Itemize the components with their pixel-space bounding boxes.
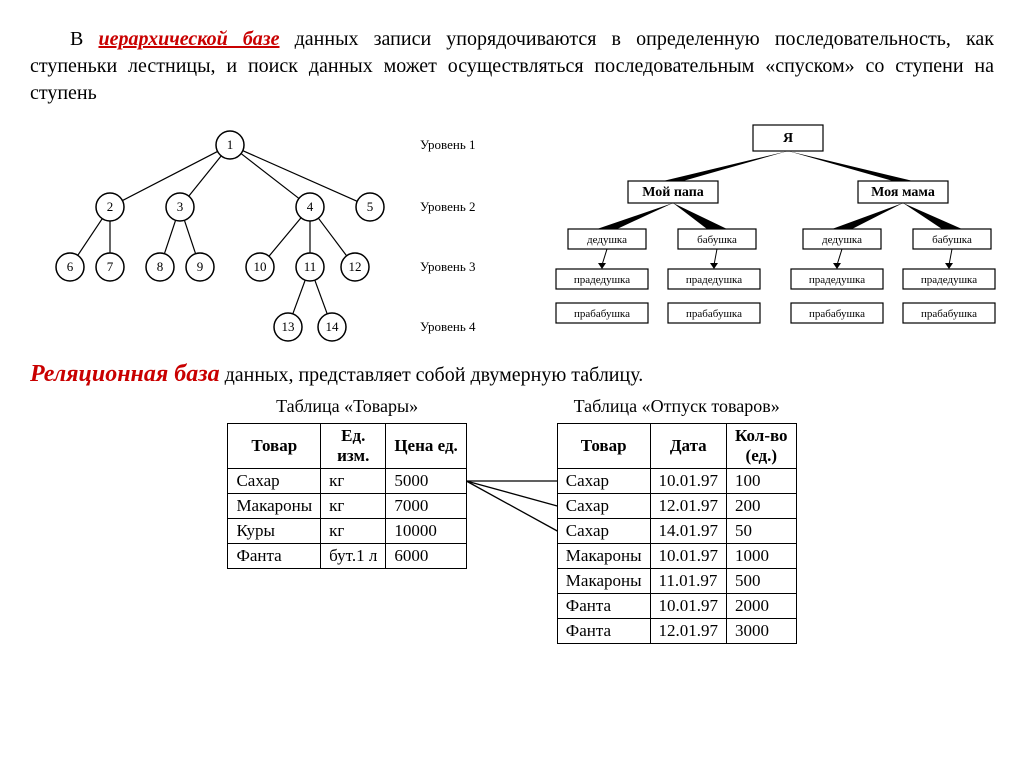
svg-text:2: 2: [107, 199, 114, 214]
table-row: Макароны11.01.97500: [557, 569, 796, 594]
para-lead: В: [70, 28, 98, 50]
relational-paragraph: Реляционная база данных, представляет со…: [30, 361, 994, 388]
table-header: Товар: [228, 424, 321, 469]
table-row: Макароны10.01.971000: [557, 544, 796, 569]
svg-text:прабабушка: прабабушка: [574, 308, 630, 320]
svg-text:6: 6: [67, 259, 74, 274]
svg-text:9: 9: [197, 259, 204, 274]
table-header: Цена ед.: [386, 424, 466, 469]
table-header: Товар: [557, 424, 650, 469]
products-title: Таблица «Товары»: [227, 396, 466, 417]
table-row: Сахар14.01.9750: [557, 519, 796, 544]
svg-text:прадедушка: прадедушка: [686, 274, 742, 286]
svg-text:прадедушка: прадедушка: [574, 274, 630, 286]
svg-text:5: 5: [367, 199, 374, 214]
svg-text:бабушка: бабушка: [932, 234, 972, 246]
svg-text:10: 10: [254, 259, 267, 274]
rel-rest: данных, представляет собой двумерную таб…: [220, 364, 644, 386]
sales-table-block: Таблица «Отпуск товаров» ТоварДатаКол-во…: [557, 396, 797, 644]
table-row: Фантабут.1 л6000: [228, 544, 466, 569]
table-header: Дата: [650, 424, 727, 469]
svg-text:Я: Я: [783, 131, 793, 146]
svg-text:дедушка: дедушка: [587, 234, 627, 246]
products-table: ТоварЕд.изм.Цена ед.Сахаркг5000Макаронык…: [227, 423, 466, 569]
table-row: Курыкг10000: [228, 519, 466, 544]
svg-text:бабушка: бабушка: [697, 234, 737, 246]
para-emph: иерархической базе: [98, 28, 279, 50]
products-table-block: Таблица «Товары» ТоварЕд.изм.Цена ед.Сах…: [227, 396, 466, 569]
relation-lines: [30, 396, 994, 657]
svg-text:прабабушка: прабабушка: [686, 308, 742, 320]
svg-text:7: 7: [107, 259, 114, 274]
svg-text:Уровень 3: Уровень 3: [420, 259, 476, 274]
svg-text:13: 13: [282, 319, 295, 334]
table-row: Сахар10.01.97100: [557, 469, 796, 494]
svg-text:прадедушка: прадедушка: [921, 274, 977, 286]
svg-text:прадедушка: прадедушка: [809, 274, 865, 286]
svg-text:11: 11: [304, 259, 317, 274]
svg-text:Уровень 4: Уровень 4: [420, 319, 476, 334]
svg-text:дедушка: дедушка: [822, 234, 862, 246]
svg-text:3: 3: [177, 199, 184, 214]
sales-table: ТоварДатаКол-во(ед.)Сахар10.01.97100Саха…: [557, 423, 797, 644]
table-header: Кол-во(ед.): [727, 424, 797, 469]
sales-title: Таблица «Отпуск товаров»: [557, 396, 797, 417]
table-row: Сахаркг5000: [228, 469, 466, 494]
svg-text:прабабушка: прабабушка: [921, 308, 977, 320]
svg-text:1: 1: [227, 137, 234, 152]
svg-text:12: 12: [349, 259, 362, 274]
svg-text:Моя мама: Моя мама: [871, 185, 935, 200]
table-row: Фанта10.01.972000: [557, 594, 796, 619]
svg-text:Уровень 2: Уровень 2: [420, 199, 476, 214]
svg-text:Мой папа: Мой папа: [642, 185, 704, 200]
rel-emph: Реляционная база: [30, 361, 220, 387]
table-row: Фанта12.01.973000: [557, 619, 796, 644]
intro-paragraph: В иерархической базе данных записи упоря…: [30, 26, 994, 107]
svg-text:14: 14: [326, 319, 340, 334]
svg-text:Уровень 1: Уровень 1: [420, 137, 476, 152]
table-row: Макароныкг7000: [228, 494, 466, 519]
family-tree-diagram: Я Мой папа Моя мама дедушка бабушка дедушка ба…: [518, 117, 1018, 347]
svg-text:4: 4: [307, 199, 314, 214]
number-tree-diagram: 1234567891011121314Уровень 1Уровень 2Уро…: [30, 117, 500, 347]
svg-text:прабабушка: прабабушка: [809, 308, 865, 320]
table-header: Ед.изм.: [321, 424, 386, 469]
table-row: Сахар12.01.97200: [557, 494, 796, 519]
svg-text:8: 8: [157, 259, 164, 274]
